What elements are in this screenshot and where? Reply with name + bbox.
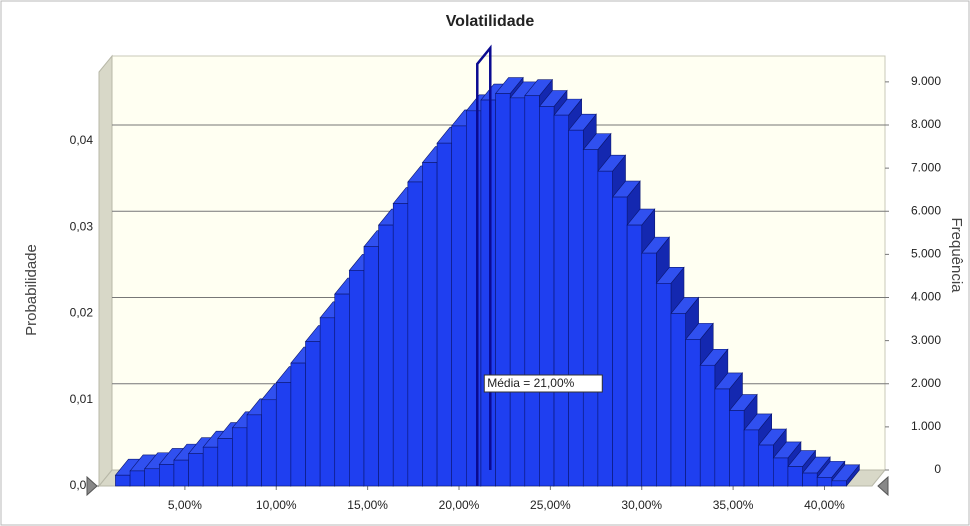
bar [305,341,321,487]
bar [319,317,336,487]
x-tick-label: 25,00% [530,498,571,512]
x-tick-label: 5,00% [168,498,202,512]
bar [743,429,759,487]
x-tick-label: 35,00% [713,498,754,512]
annotation-label: Média = 21,00% [487,376,574,390]
bar [699,364,716,487]
y-tick-label: 0,03 [70,219,94,233]
x-tick-label: 10,00% [256,498,297,512]
bar [816,477,833,487]
bar [612,196,628,487]
bar [553,114,569,487]
axis-marker [877,475,889,497]
bar [773,457,789,487]
bar [392,203,409,487]
bar [115,474,131,487]
bar [246,414,262,487]
y-tick-label: 0,02 [70,306,94,320]
y2-tick-label: 8.000 [911,117,941,131]
bar [232,427,248,487]
bar [480,99,496,487]
bar [144,468,160,487]
bar [670,313,686,487]
y2-tick-label: 0 [934,462,941,476]
bar [173,459,189,487]
left-wall [98,54,113,488]
bar [568,129,584,487]
bar [363,246,379,487]
mean-line [476,44,492,486]
bar [787,466,803,487]
y2-tick-label: 4.000 [911,290,941,304]
bar [729,410,745,487]
bar [582,149,599,487]
bar [597,170,613,487]
axis-marker [86,475,98,497]
bar [188,453,204,487]
bar [466,110,482,487]
y2-tick-label: 9.000 [911,74,941,88]
y-tick-label: 0,01 [70,392,94,406]
x-tick-label: 15,00% [347,498,388,512]
bar [290,362,306,487]
y2-tick-label: 6.000 [911,203,941,217]
bar [378,224,394,487]
bar [407,181,423,487]
bar [685,339,701,487]
bar [261,399,277,487]
bar [202,446,219,487]
bar [159,464,175,487]
y2-tick-label: 3.000 [911,333,941,347]
x-tick-label: 40,00% [804,498,845,512]
bar [656,283,672,487]
x-tick-label: 30,00% [621,498,662,512]
chart-title: Volatilidade [446,13,535,30]
y2-tick-label: 2.000 [911,376,941,390]
y2-tick-label: 5.000 [911,247,941,261]
bar [349,270,365,487]
bar [129,470,145,487]
bar [758,444,774,487]
y-axis-title: Probabilidade [23,244,40,336]
bar [626,224,643,487]
y2-tick-label: 1.000 [911,419,941,433]
bar [495,93,511,487]
bar [831,480,847,487]
y-tick-label: 0,04 [70,133,94,147]
bar [436,142,452,487]
annotation-box [483,374,603,393]
bar [334,293,350,487]
x-tick-label: 20,00% [439,498,480,512]
bar [509,97,526,487]
bar [451,125,467,487]
bar [641,252,657,487]
bar [524,95,540,487]
y2-axis-title: Frequência [948,217,965,293]
bar [714,388,730,487]
y2-tick-label: 7.000 [911,160,941,174]
bar [802,472,818,487]
bar [422,162,438,487]
bar [275,382,292,487]
bar [539,106,555,487]
bar [217,438,233,487]
